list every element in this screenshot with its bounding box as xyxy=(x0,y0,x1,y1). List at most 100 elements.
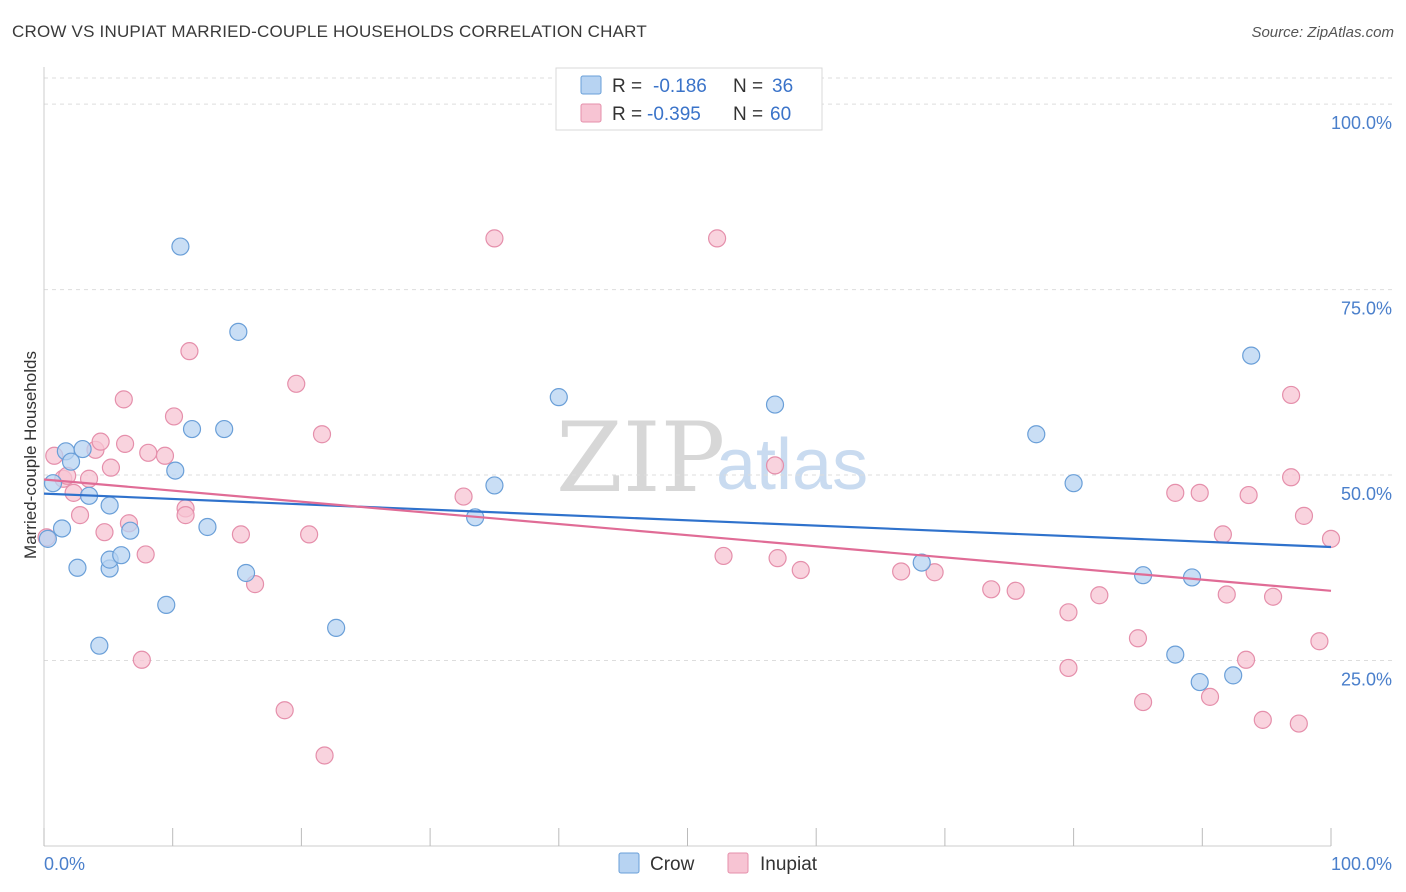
inupiat-point xyxy=(454,487,473,506)
inupiat-point xyxy=(101,458,121,477)
inupiat-point xyxy=(115,434,135,453)
inupiat-point xyxy=(1310,632,1329,651)
crow-point xyxy=(38,529,57,548)
crow-point xyxy=(1242,346,1261,365)
crow-point xyxy=(327,618,346,637)
inupiat-point xyxy=(1133,692,1153,712)
legend-inupiat-swatch xyxy=(727,852,749,874)
y-tick-label: 25.0% xyxy=(1341,670,1392,690)
inupiat-point xyxy=(70,506,90,525)
crow-point xyxy=(1190,672,1209,692)
series-legend: Crow Inupiat xyxy=(618,852,818,875)
crow-point xyxy=(912,553,931,572)
inupiat-point xyxy=(768,549,787,568)
inupiat-point xyxy=(714,546,733,566)
y-tick-label: 50.0% xyxy=(1341,484,1392,504)
inupiat-point xyxy=(1166,483,1185,502)
data-points xyxy=(37,229,1341,765)
inupiat-n-label: N = xyxy=(733,104,763,125)
inupiat-point xyxy=(1294,506,1314,525)
crow-point xyxy=(121,521,140,540)
inupiat-point xyxy=(180,342,199,361)
inupiat-point xyxy=(231,525,251,544)
inupiat-point xyxy=(1282,385,1301,405)
crow-point xyxy=(61,452,81,471)
crow-point xyxy=(198,517,217,537)
inupiat-point xyxy=(136,545,155,564)
crow-point xyxy=(1064,474,1083,493)
crow-point xyxy=(157,595,176,614)
inupiat-point xyxy=(1090,586,1109,605)
inupiat-r-value: -0.395 xyxy=(647,104,701,125)
inupiat-n-value: 60 xyxy=(770,104,791,125)
crow-point xyxy=(765,395,785,414)
inupiat-point xyxy=(95,523,114,542)
crow-point xyxy=(1027,425,1046,444)
crow-point xyxy=(485,476,504,495)
crow-point xyxy=(549,388,568,407)
inupiat-point xyxy=(1321,529,1341,548)
crow-r-label: R = xyxy=(612,76,642,97)
x-ticks xyxy=(43,828,1332,846)
inupiat-point xyxy=(155,446,175,465)
legend-inupiat-label: Inupiat xyxy=(760,854,818,875)
inupiat-point xyxy=(485,229,504,248)
inupiat-point xyxy=(791,560,810,580)
stats-legend: R = -0.186 N = 36 R = -0.395 N = 60 xyxy=(555,67,823,131)
inupiat-point xyxy=(1239,485,1258,505)
y-axis-title: Married-couple Households xyxy=(21,351,40,559)
inupiat-point xyxy=(91,432,110,451)
crow-point xyxy=(215,419,234,439)
watermark-atlas: atlas xyxy=(716,425,868,505)
inupiat-r-label: R = xyxy=(612,104,642,125)
crow-point xyxy=(90,636,109,655)
inupiat-point xyxy=(139,443,158,462)
x-tick-label-max: 100.0% xyxy=(1331,854,1392,874)
inupiat-trend-line xyxy=(43,478,1332,592)
crow-n-label: N = xyxy=(733,76,763,97)
inupiat-point xyxy=(114,390,133,409)
inupiat-point xyxy=(925,563,944,582)
inupiat-point xyxy=(1006,581,1025,600)
crow-point xyxy=(182,419,202,439)
inupiat-point xyxy=(300,525,319,544)
inupiat-point xyxy=(1236,650,1256,669)
crow-n-value: 36 xyxy=(772,76,793,97)
trend-lines xyxy=(43,478,1332,592)
inupiat-point xyxy=(1217,585,1236,604)
watermark-zip: ZIP xyxy=(556,402,725,514)
inupiat-swatch xyxy=(580,103,602,123)
crow-point xyxy=(1166,645,1185,664)
source-credit: Source: ZipAtlas.com xyxy=(1251,24,1394,41)
crow-point xyxy=(112,546,131,565)
crow-point xyxy=(43,474,63,493)
inupiat-point xyxy=(1213,525,1232,544)
inupiat-point xyxy=(287,374,306,393)
inupiat-point xyxy=(1128,629,1148,648)
inupiat-point xyxy=(892,562,911,581)
inupiat-point xyxy=(708,229,727,248)
crow-point xyxy=(73,439,92,459)
inupiat-point xyxy=(1200,687,1220,706)
y-tick-label: 75.0% xyxy=(1341,299,1392,319)
inupiat-point xyxy=(1282,468,1301,487)
y-tick-label: 100.0% xyxy=(1331,113,1392,133)
crow-trend-line xyxy=(43,492,1332,549)
inupiat-point xyxy=(315,746,334,765)
inupiat-point xyxy=(982,580,1001,599)
crow-point xyxy=(52,519,72,538)
crow-point xyxy=(236,563,256,583)
y-tick-labels: 25.0% 50.0% 75.0% 100.0% xyxy=(1331,113,1392,689)
inupiat-point xyxy=(1059,603,1078,622)
inupiat-point xyxy=(164,407,184,426)
legend-crow-label: Crow xyxy=(650,854,695,875)
inupiat-point xyxy=(1289,714,1308,733)
x-tick-label-min: 0.0% xyxy=(44,854,85,874)
legend-crow-swatch xyxy=(618,852,640,874)
inupiat-point xyxy=(1263,587,1283,606)
crow-swatch xyxy=(580,75,602,95)
inupiat-point xyxy=(176,506,195,525)
crow-point xyxy=(1224,666,1243,685)
inupiat-point xyxy=(1253,710,1272,729)
